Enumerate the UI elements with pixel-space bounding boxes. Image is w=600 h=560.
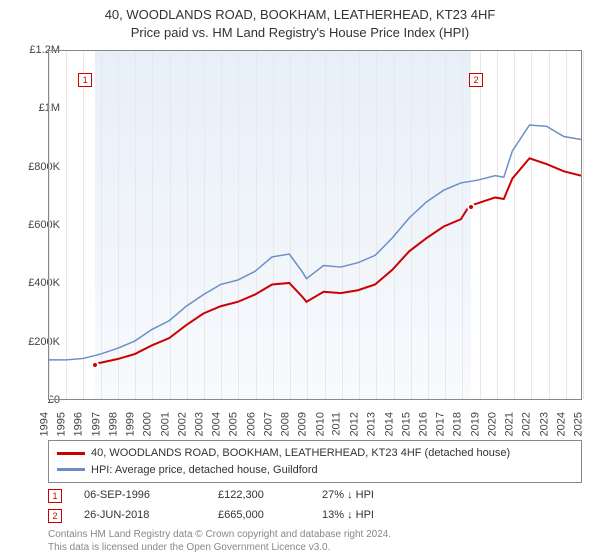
x-tick-label: 2024 xyxy=(555,412,567,436)
footer-line-1: Contains HM Land Registry data © Crown c… xyxy=(48,528,391,541)
x-tick-label: 2006 xyxy=(245,412,257,436)
legend-item-series-2: HPI: Average price, detached house, Guil… xyxy=(57,462,573,479)
footer-attribution: Contains HM Land Registry data © Crown c… xyxy=(48,528,391,554)
transaction-row-1: 1 06-SEP-1996 £122,300 27% ↓ HPI xyxy=(48,486,582,506)
x-tick-label: 2010 xyxy=(314,412,326,436)
transaction-delta-1: 27% ↓ HPI xyxy=(322,486,422,506)
legend-label-1: 40, WOODLANDS ROAD, BOOKHAM, LEATHERHEAD… xyxy=(91,445,510,462)
x-tick-label: 2018 xyxy=(452,412,464,436)
x-tick-label: 2020 xyxy=(486,412,498,436)
transaction-row-2: 2 26-JUN-2018 £665,000 13% ↓ HPI xyxy=(48,506,582,526)
legend-box: 40, WOODLANDS ROAD, BOOKHAM, LEATHERHEAD… xyxy=(48,440,582,483)
x-tick-label: 2025 xyxy=(572,412,584,436)
x-tick-label: 2003 xyxy=(194,412,206,436)
x-tick-label: 2009 xyxy=(297,412,309,436)
x-tick-label: 1995 xyxy=(56,412,68,436)
x-tick-label: 2015 xyxy=(400,412,412,436)
x-tick-label: 2002 xyxy=(176,412,188,436)
legend-item-series-1: 40, WOODLANDS ROAD, BOOKHAM, LEATHERHEAD… xyxy=(57,445,573,462)
marker-dot xyxy=(91,361,99,369)
x-tick-label: 2004 xyxy=(211,412,223,436)
transaction-date-2: 26-JUN-2018 xyxy=(84,506,214,526)
transactions-table: 1 06-SEP-1996 £122,300 27% ↓ HPI 2 26-JU… xyxy=(48,486,582,526)
x-tick-label: 2023 xyxy=(538,412,550,436)
x-tick-label: 1999 xyxy=(125,412,137,436)
x-tick-label: 2017 xyxy=(435,412,447,436)
x-tick-label: 2007 xyxy=(262,412,274,436)
transaction-marker-1: 1 xyxy=(48,489,62,503)
chart-title: 40, WOODLANDS ROAD, BOOKHAM, LEATHERHEAD… xyxy=(0,0,600,42)
x-tick-label: 1994 xyxy=(38,412,50,436)
chart-lines-svg xyxy=(49,51,581,399)
series-line xyxy=(95,158,581,363)
transaction-price-2: £665,000 xyxy=(218,506,318,526)
x-tick-label: 2016 xyxy=(417,412,429,436)
x-tick-label: 1996 xyxy=(73,412,85,436)
legend-swatch-2 xyxy=(57,468,85,471)
x-tick-label: 2008 xyxy=(280,412,292,436)
x-tick-label: 2013 xyxy=(366,412,378,436)
legend-label-2: HPI: Average price, detached house, Guil… xyxy=(91,462,318,479)
title-line-2: Price paid vs. HM Land Registry's House … xyxy=(0,24,600,42)
chart-plot-area: 12 xyxy=(48,50,582,400)
x-tick-label: 2000 xyxy=(142,412,154,436)
x-tick-label: 2019 xyxy=(469,412,481,436)
transaction-date-1: 06-SEP-1996 xyxy=(84,486,214,506)
x-tick-label: 2021 xyxy=(504,412,516,436)
transaction-delta-2: 13% ↓ HPI xyxy=(322,506,422,526)
legend-swatch-1 xyxy=(57,452,85,455)
series-line xyxy=(49,125,581,360)
x-tick-label: 2001 xyxy=(159,412,171,436)
x-tick-label: 2012 xyxy=(349,412,361,436)
footer-line-2: This data is licensed under the Open Gov… xyxy=(48,541,391,554)
transaction-price-1: £122,300 xyxy=(218,486,318,506)
x-tick-label: 1997 xyxy=(90,412,102,436)
x-tick-label: 1998 xyxy=(107,412,119,436)
x-tick-label: 2011 xyxy=(330,412,342,436)
marker-label-box: 1 xyxy=(78,73,92,87)
x-tick-label: 2014 xyxy=(383,412,395,436)
x-tick-label: 2005 xyxy=(228,412,240,436)
title-line-1: 40, WOODLANDS ROAD, BOOKHAM, LEATHERHEAD… xyxy=(0,6,600,24)
x-tick-label: 2022 xyxy=(521,412,533,436)
marker-label-box: 2 xyxy=(469,73,483,87)
transaction-marker-2: 2 xyxy=(48,509,62,523)
marker-dot xyxy=(467,203,475,211)
